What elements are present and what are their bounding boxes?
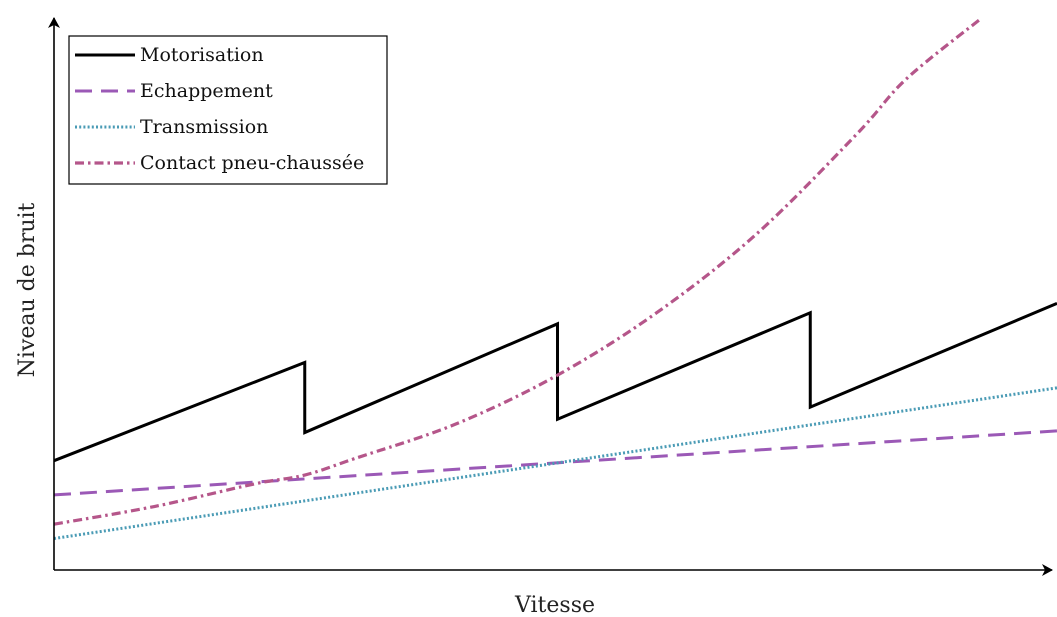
legend-box [68,35,388,185]
series-layer [53,16,1057,541]
legend-label-transmission: Transmission [140,116,268,138]
y-axis-label: Niveau de bruit [15,202,40,377]
series-line-echappement [53,429,1057,497]
series-line-contact-pneu-chaussee [53,16,983,526]
legend-label-contact-pneu-chaussee: Contact pneu-chaussée [140,152,364,174]
x-axis-label: Vitesse [514,593,595,617]
legend-label-motorisation: Motorisation [140,44,264,66]
series-line-motorisation [53,301,1057,463]
legend: Motorisation Echappement Transmission Conta… [68,35,388,185]
series-line-transmission [53,386,1057,541]
legend-label-echappement: Echappement [140,80,273,102]
legend-items: Motorisation Echappement Transmission Conta… [75,44,364,174]
